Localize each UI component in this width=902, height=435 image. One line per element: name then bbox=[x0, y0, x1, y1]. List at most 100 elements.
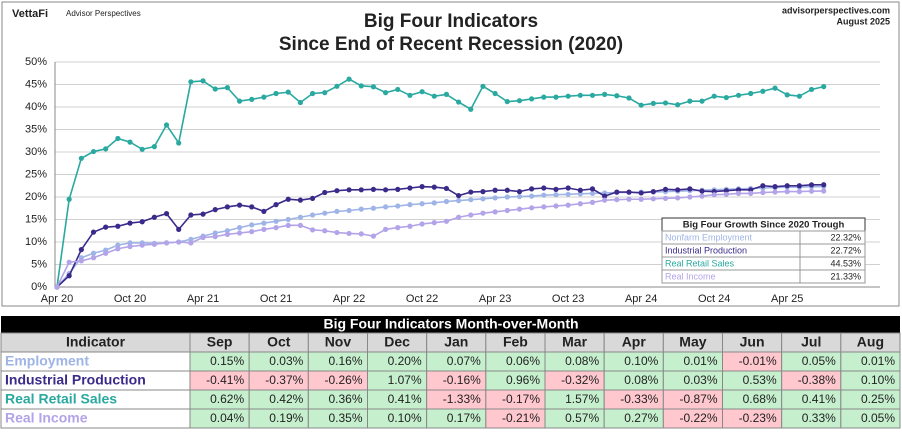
series-point bbox=[273, 90, 279, 97]
series-point bbox=[273, 218, 279, 224]
series-point bbox=[516, 189, 523, 195]
series-point bbox=[492, 187, 498, 193]
series-point bbox=[504, 194, 510, 200]
series-point bbox=[127, 240, 133, 246]
series-point bbox=[516, 98, 523, 104]
series-point bbox=[224, 231, 230, 237]
series-point bbox=[285, 216, 291, 223]
series-point bbox=[443, 198, 450, 205]
series-point bbox=[212, 234, 218, 240]
series-point bbox=[261, 208, 267, 214]
series-point bbox=[103, 146, 109, 152]
series-point bbox=[675, 187, 681, 193]
series-point bbox=[334, 83, 340, 89]
row-label: Employment bbox=[5, 353, 89, 369]
series-point bbox=[322, 189, 328, 196]
series-point bbox=[395, 203, 401, 209]
series-point bbox=[821, 182, 827, 188]
series-point bbox=[176, 226, 182, 232]
series-point bbox=[577, 191, 583, 197]
cell-value: 1.57% bbox=[565, 392, 599, 406]
series-point bbox=[650, 189, 656, 195]
series-point bbox=[395, 86, 401, 93]
series-point bbox=[66, 259, 72, 265]
series-point bbox=[699, 188, 705, 194]
cell-value: -0.21% bbox=[502, 411, 540, 425]
series-point bbox=[468, 212, 474, 218]
series-point bbox=[614, 93, 620, 99]
row-label: Industrial Production bbox=[5, 372, 146, 388]
series-point bbox=[650, 100, 656, 106]
series-point bbox=[309, 195, 316, 201]
cell-value: 0.03% bbox=[269, 354, 303, 368]
cell-value: -0.22% bbox=[679, 411, 717, 425]
series-point bbox=[188, 236, 194, 242]
series-point bbox=[419, 201, 425, 207]
cell-value: 0.42% bbox=[269, 392, 303, 406]
series-point bbox=[407, 202, 413, 208]
cell-value: 0.25% bbox=[861, 392, 895, 406]
x-tick-label: Apr 20 bbox=[41, 293, 73, 305]
series-point bbox=[796, 183, 802, 189]
legend-value: 44.53% bbox=[830, 258, 861, 268]
series-point bbox=[66, 196, 72, 202]
series-point bbox=[249, 222, 255, 228]
cell-value: -0.32% bbox=[561, 373, 599, 387]
series-point bbox=[382, 204, 389, 210]
series-point bbox=[358, 231, 364, 237]
series-point bbox=[735, 187, 742, 193]
cell-value: 0.57% bbox=[565, 411, 599, 425]
cell-value: 0.10% bbox=[861, 373, 895, 387]
series-point bbox=[382, 226, 389, 232]
x-tick-label: Oct 22 bbox=[406, 293, 438, 305]
cell-value: 0.10% bbox=[624, 354, 658, 368]
series-point bbox=[322, 228, 328, 234]
series-point bbox=[285, 89, 291, 95]
series-point bbox=[90, 250, 97, 256]
y-tick-label: 10% bbox=[25, 236, 47, 248]
series-point bbox=[735, 92, 742, 98]
series-point bbox=[382, 90, 389, 96]
series-point bbox=[176, 239, 182, 245]
x-tick-label: Oct 24 bbox=[698, 293, 730, 305]
series-point bbox=[273, 225, 279, 231]
series-point bbox=[541, 94, 547, 100]
series-point bbox=[443, 91, 450, 97]
series-point bbox=[90, 229, 97, 235]
cell-value: 0.20% bbox=[388, 354, 422, 368]
cell-value: 1.07% bbox=[388, 373, 422, 387]
chart-frame bbox=[1, 1, 900, 307]
series-point bbox=[249, 229, 255, 235]
series-point bbox=[687, 186, 693, 192]
cell-value: 0.15% bbox=[210, 354, 244, 368]
series-point bbox=[675, 195, 681, 201]
series-point bbox=[662, 186, 669, 192]
series-point bbox=[163, 122, 170, 128]
series-point bbox=[468, 106, 474, 112]
series-point bbox=[236, 225, 243, 231]
series-point bbox=[322, 90, 328, 96]
cell-value: 0.68% bbox=[743, 392, 777, 406]
x-tick-label: Oct 21 bbox=[260, 293, 292, 305]
y-tick-label: 40% bbox=[25, 101, 47, 113]
header-text: Oct bbox=[267, 334, 291, 350]
series-point bbox=[565, 202, 571, 208]
series-point bbox=[261, 94, 267, 100]
series-point bbox=[480, 210, 486, 216]
series-point bbox=[322, 210, 328, 216]
y-tick-label: 30% bbox=[25, 146, 47, 158]
series-point bbox=[541, 192, 547, 198]
x-tick-label: Oct 23 bbox=[552, 293, 584, 305]
series-point bbox=[748, 190, 754, 196]
cell-value: 0.07% bbox=[447, 354, 481, 368]
series-point bbox=[638, 196, 644, 202]
x-tick-label: Oct 20 bbox=[114, 293, 146, 305]
series-point bbox=[760, 183, 766, 189]
series-point bbox=[553, 192, 559, 198]
series-point bbox=[115, 135, 121, 142]
series-point bbox=[735, 190, 742, 196]
series-point bbox=[346, 76, 352, 82]
series-point bbox=[212, 86, 218, 92]
series-point bbox=[529, 205, 535, 211]
series-point bbox=[78, 155, 84, 161]
